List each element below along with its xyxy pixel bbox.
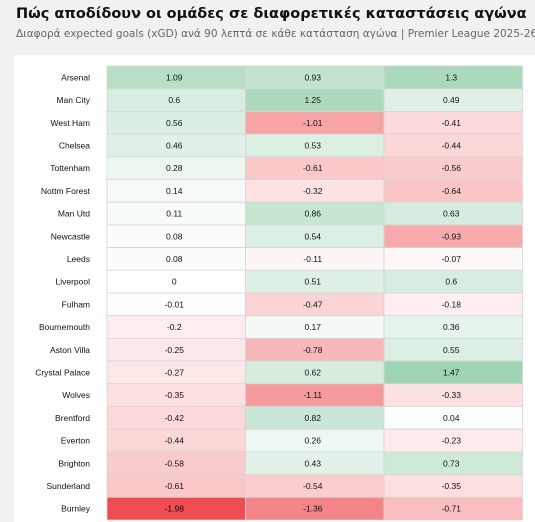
row-label: Everton: [61, 436, 91, 446]
cell-value: 0.56: [166, 118, 183, 128]
row-label: Fulham: [62, 299, 90, 309]
row-label: Brentford: [55, 413, 90, 423]
cell-value: 0: [172, 277, 177, 287]
cell-value: 0.43: [304, 458, 321, 468]
row-label: Burnley: [61, 504, 91, 514]
cell-value: 0.17: [304, 322, 321, 332]
row-label: Nottm Forest: [41, 186, 91, 196]
heatmap-chart: Arsenal 1.09 0.93 1.3 Man City 0.6 1.25 0.49 Wes…: [35, 65, 523, 521]
cell-value: -0.33: [442, 390, 462, 400]
cell-value: 0.55: [443, 345, 460, 355]
cell-value: 0.49: [443, 95, 460, 105]
cell-value: 0.04: [443, 413, 460, 423]
cell-value: 0.08: [166, 231, 183, 241]
cell-value: -0.56: [442, 163, 462, 173]
cell-value: 1.09: [166, 72, 183, 82]
cell-value: 0.46: [166, 140, 183, 150]
cell-value: -0.42: [165, 413, 185, 423]
cell-value: -0.35: [165, 390, 185, 400]
cell-value: 0.51: [304, 277, 321, 287]
cell-value: -0.44: [165, 436, 185, 446]
row-label: Tottenham: [50, 163, 90, 173]
cell-value: 0.28: [166, 163, 183, 173]
cell-value: 1.3: [445, 72, 457, 82]
cell-value: -0.93: [442, 231, 462, 241]
cell-value: -1.11: [303, 390, 322, 400]
row-label: Newcastle: [51, 231, 90, 241]
cell-value: -0.61: [165, 481, 185, 491]
cell-value: -0.64: [442, 186, 462, 196]
row-label: Chelsea: [59, 140, 90, 150]
cell-value: -0.25: [165, 345, 185, 355]
cell-value: 0.26: [304, 436, 321, 446]
cell-value: 0.62: [304, 367, 321, 377]
row-label: Crystal Palace: [35, 367, 90, 377]
row-label: Arsenal: [61, 72, 90, 82]
cell-value: 0.14: [166, 186, 183, 196]
row-label: Man City: [56, 95, 90, 105]
cell-value: -0.18: [442, 299, 462, 309]
cell-value: -1.98: [165, 504, 185, 514]
cell-value: 1.47: [443, 367, 460, 377]
page-title: Πώς αποδίδουν οι ομάδες σε διαφορετικές …: [16, 6, 527, 22]
cell-value: -1.01: [303, 118, 323, 128]
row-label: Sunderland: [47, 481, 91, 491]
cell-value: 0.54: [304, 231, 321, 241]
cell-value: -0.11: [303, 254, 322, 264]
cell-value: 0.53: [304, 140, 321, 150]
cell-value: -0.47: [303, 299, 323, 309]
cell-value: 0.6: [168, 95, 180, 105]
heatmap-panel: Arsenal 1.09 0.93 1.3 Man City 0.6 1.25 0.49 Wes…: [14, 55, 535, 522]
cell-value: 0.86: [304, 209, 321, 219]
row-label: Leeds: [67, 254, 90, 264]
cell-value: 0.11: [166, 209, 182, 219]
row-label: Wolves: [62, 390, 90, 400]
cell-value: -0.27: [165, 367, 185, 377]
row-label: Aston Villa: [50, 345, 90, 355]
cell-value: 0.93: [304, 72, 321, 82]
row-label: Brighton: [58, 458, 90, 468]
cell-value: -0.54: [303, 481, 323, 491]
cell-value: -0.23: [442, 436, 462, 446]
heatmap-cell: [383, 496, 523, 521]
cell-value: 0.36: [443, 322, 460, 332]
cell-value: 0.08: [166, 254, 183, 264]
row-label: Man Utd: [58, 209, 90, 219]
cell-value: 0.73: [443, 458, 460, 468]
cell-value: -0.78: [303, 345, 323, 355]
row-label: Bournemouth: [39, 322, 90, 332]
cell-value: -0.35: [442, 481, 462, 491]
cell-value: -0.32: [303, 186, 323, 196]
cell-value: -0.71: [442, 504, 462, 514]
cell-value: -1.36: [303, 504, 323, 514]
cell-value: 0.82: [304, 413, 321, 423]
cell-value: 0.6: [445, 277, 457, 287]
row-label: West Ham: [50, 118, 90, 128]
cell-value: -0.41: [442, 118, 462, 128]
page-subtitle: Διαφορά expected goals (xGD) ανά 90 λεπτ…: [16, 28, 535, 40]
cell-value: -0.58: [165, 458, 185, 468]
cell-value: -0.2: [167, 322, 182, 332]
cell-value: -0.07: [442, 254, 462, 264]
cell-value: 0.63: [443, 209, 460, 219]
row-label: Liverpool: [56, 277, 91, 287]
cell-value: -0.01: [165, 299, 185, 309]
cell-value: -0.61: [303, 163, 323, 173]
cell-value: -0.44: [442, 140, 462, 150]
cell-value: 1.25: [304, 95, 321, 105]
